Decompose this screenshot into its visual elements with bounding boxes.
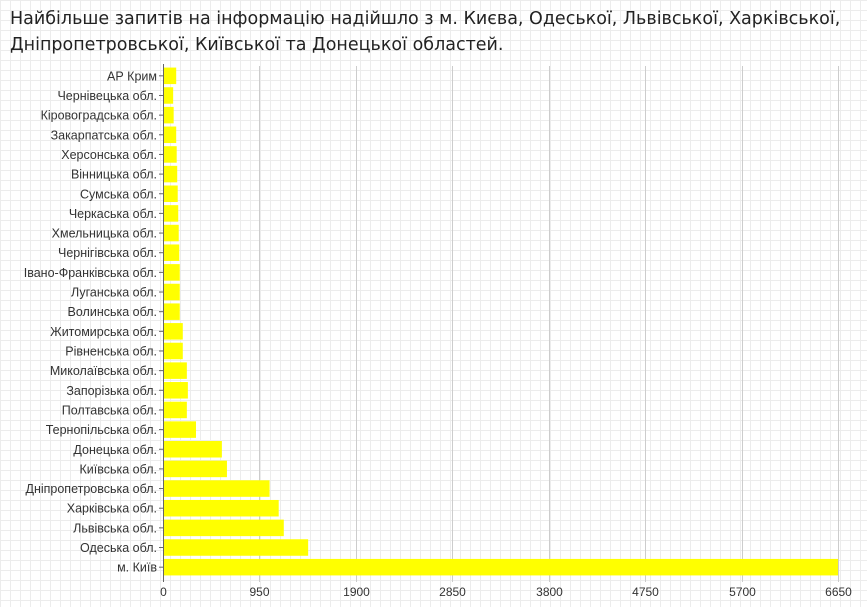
category-label: Полтавська обл. xyxy=(62,403,157,417)
bar xyxy=(164,205,179,222)
grid-lines xyxy=(259,66,839,582)
category-label: м. Київ xyxy=(117,561,157,575)
category-label: Хмельницька обл. xyxy=(52,227,157,241)
x-tick-label: 3800 xyxy=(536,585,563,599)
x-tick-label: 4750 xyxy=(632,585,659,599)
bar xyxy=(164,539,309,556)
bar xyxy=(164,382,188,399)
bar xyxy=(164,342,183,360)
bar xyxy=(164,460,227,478)
bar xyxy=(164,146,177,163)
bar xyxy=(164,362,187,379)
bar xyxy=(164,499,279,517)
category-label: Чернігівська обл. xyxy=(58,246,157,260)
x-tick-label: 2850 xyxy=(439,585,466,599)
x-tick-label: 1900 xyxy=(343,585,370,599)
bar xyxy=(164,165,178,183)
bar xyxy=(164,126,177,144)
bar xyxy=(164,283,180,301)
category-label: Харківська обл. xyxy=(67,502,157,516)
bar xyxy=(164,106,174,124)
bar xyxy=(164,67,177,85)
category-label: Вінницька обл. xyxy=(71,168,157,182)
bar xyxy=(164,224,179,242)
x-tick-labels: 0 950 1900 2850 3800 4750 5700 6650 xyxy=(160,585,852,599)
category-label: Дніпропетровська обл. xyxy=(25,482,157,496)
category-label: Івано-Франківська обл. xyxy=(24,266,157,280)
axes xyxy=(159,64,164,582)
category-label: Київська обл. xyxy=(80,462,157,476)
bars xyxy=(164,67,838,576)
category-label: Закарпатська обл. xyxy=(51,128,157,142)
category-label: Львівська обл. xyxy=(73,521,157,535)
category-label: Волинська обл. xyxy=(68,305,157,319)
bar xyxy=(164,303,180,320)
category-label: Черкаська обл. xyxy=(69,207,157,221)
bar xyxy=(164,401,187,419)
bar xyxy=(164,323,183,340)
bar xyxy=(164,558,838,576)
category-label: Рівненська обл. xyxy=(65,344,157,358)
category-labels: АР Крим Чернівецька обл. Кіровоградська об… xyxy=(24,69,158,574)
bar xyxy=(164,87,174,104)
category-label: АР Крим xyxy=(107,69,157,83)
bar xyxy=(164,441,222,458)
x-tick-label: 5700 xyxy=(729,585,756,599)
bar xyxy=(164,421,196,438)
bar xyxy=(164,185,178,203)
category-label: Одеська обл. xyxy=(80,541,157,555)
bar xyxy=(164,264,180,281)
category-label: Сумська обл. xyxy=(80,187,157,201)
category-label: Чернівецька обл. xyxy=(57,89,157,103)
category-label: Тернопільська обл. xyxy=(46,423,157,437)
category-label: Донецька обл. xyxy=(73,443,157,457)
category-label: Херсонська обл. xyxy=(61,148,157,162)
bar xyxy=(164,244,180,261)
category-label: Житомирська обл. xyxy=(50,325,157,339)
bar xyxy=(164,480,270,497)
category-label: Луганська обл. xyxy=(71,286,157,300)
chart-title: Найбільше запитів на інформацію надійшло… xyxy=(10,9,841,55)
bar xyxy=(164,519,284,537)
category-label: Кіровоградська обл. xyxy=(41,109,157,123)
category-label: Миколаївська обл. xyxy=(50,364,157,378)
category-label: Запорізька обл. xyxy=(66,384,157,398)
x-tick-label: 6650 xyxy=(825,585,852,599)
x-tick-label: 0 xyxy=(160,585,167,599)
x-tick-label: 950 xyxy=(249,585,269,599)
